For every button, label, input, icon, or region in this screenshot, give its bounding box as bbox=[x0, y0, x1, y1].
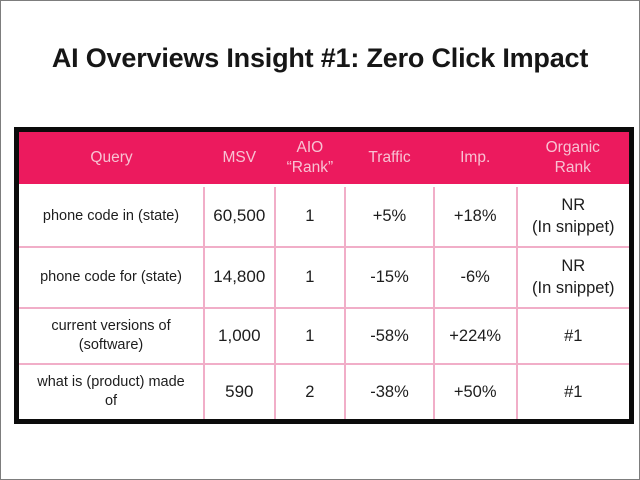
column-header-msv: MSV bbox=[204, 129, 275, 187]
cell-organic-rank: NR (In snippet) bbox=[515, 185, 633, 248]
column-header-imp: Imp. bbox=[433, 129, 517, 187]
table-header-row: Query MSV AIO “Rank” Traffic Imp. Organi… bbox=[16, 129, 632, 187]
zero-click-impact-table: Query MSV AIO “Rank” Traffic Imp. Organi… bbox=[14, 127, 634, 424]
cell-aio-rank: 2 bbox=[273, 363, 347, 423]
cell-imp: +224% bbox=[432, 307, 518, 366]
column-header-traffic: Traffic bbox=[345, 129, 434, 187]
cell-organic-rank: #1 bbox=[515, 307, 633, 366]
cell-organic-rank: #1 bbox=[515, 363, 633, 423]
table-row: what is (product) made of 590 2 -38% +50… bbox=[15, 363, 633, 423]
page-title: AI Overviews Insight #1: Zero Click Impa… bbox=[51, 43, 589, 73]
cell-organic-rank: NR (In snippet) bbox=[515, 245, 633, 310]
cell-imp: +50% bbox=[432, 363, 518, 423]
cell-traffic: -58% bbox=[344, 307, 435, 366]
cell-traffic: +5% bbox=[344, 185, 435, 248]
cell-aio-rank: 1 bbox=[273, 307, 347, 366]
cell-query: phone code in (state) bbox=[15, 185, 206, 248]
cell-traffic: -15% bbox=[344, 245, 435, 310]
column-header-aio-rank: AIO “Rank” bbox=[274, 129, 346, 187]
cell-query: what is (product) made of bbox=[15, 363, 206, 423]
cell-msv: 14,800 bbox=[203, 245, 276, 310]
cell-imp: +18% bbox=[432, 185, 518, 248]
cell-query: phone code for (state) bbox=[15, 245, 206, 310]
column-header-query: Query bbox=[16, 129, 205, 187]
cell-traffic: -38% bbox=[344, 363, 435, 423]
column-header-organic-rank: Organic Rank bbox=[516, 129, 632, 187]
table-row: phone code in (state) 60,500 1 +5% +18% … bbox=[15, 185, 633, 248]
cell-msv: 1,000 bbox=[203, 307, 276, 366]
cell-aio-rank: 1 bbox=[273, 185, 347, 248]
cell-msv: 60,500 bbox=[203, 185, 276, 248]
cell-msv: 590 bbox=[203, 363, 276, 423]
cell-query: current versions of (software) bbox=[15, 307, 206, 366]
cell-aio-rank: 1 bbox=[273, 245, 347, 310]
cell-imp: -6% bbox=[432, 245, 518, 310]
table-row: phone code for (state) 14,800 1 -15% -6%… bbox=[15, 245, 633, 310]
table-row: current versions of (software) 1,000 1 -… bbox=[15, 307, 633, 366]
